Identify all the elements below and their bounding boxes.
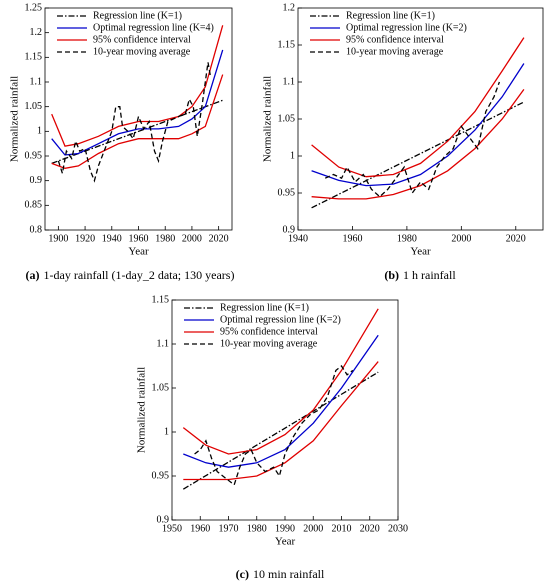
y-tick-label: 1.15 <box>152 294 170 305</box>
x-axis-label: Year <box>128 246 149 258</box>
caption-text: 1-day rainfall (1-day_2 data; 130 years) <box>44 268 235 282</box>
x-tick-label: 2020 <box>506 233 526 244</box>
series-line <box>311 89 525 200</box>
y-axis-label: Normalized rainfall <box>136 367 148 453</box>
legend-label: 10-year moving average <box>346 46 444 57</box>
caption: (a) 1-day rainfall (1-day_2 data; 130 yea… <box>26 268 235 282</box>
y-tick-label: 1 <box>164 426 169 437</box>
x-tick-label: 1990 <box>275 523 295 534</box>
x-tick-label: 1980 <box>397 233 417 244</box>
legend-label: Optimal regression line (K=4) <box>93 22 214 33</box>
legend-label: 95% confidence interval <box>93 34 191 45</box>
x-tick-label: 2020 <box>360 523 380 534</box>
caption-text: 10 min rainfall <box>253 567 325 581</box>
y-tick-label: 1.05 <box>25 101 43 112</box>
y-tick-label: 1.05 <box>152 382 170 393</box>
y-tick-label: 1.2 <box>283 2 296 13</box>
y-tick-label: 1.1 <box>283 76 296 87</box>
legend-label: Regression line (K=1) <box>346 10 435 21</box>
x-tick-label: 1960 <box>342 233 362 244</box>
series-line <box>51 25 224 147</box>
legend-label: Regression line (K=1) <box>93 10 182 21</box>
y-tick-label: 1.05 <box>278 113 296 124</box>
series-line <box>182 308 379 455</box>
y-tick-label: 0.9 <box>157 514 170 525</box>
y-tick-label: 1.1 <box>30 76 43 87</box>
y-tick-label: 0.95 <box>152 470 170 481</box>
x-tick-label: 1940 <box>288 233 308 244</box>
y-tick-label: 1.1 <box>157 338 170 349</box>
legend-label: Optimal regression line (K=2) <box>220 314 341 325</box>
caption-label: (a) <box>26 268 40 282</box>
caption-label: (c) <box>236 567 249 581</box>
y-tick-label: 1.15 <box>25 52 43 63</box>
caption-text: 1 h rainfall <box>403 268 456 282</box>
x-tick-label: 1920 <box>75 233 95 244</box>
y-tick-label: 1.25 <box>25 2 43 13</box>
series-line <box>51 49 224 156</box>
x-tick-label: 2010 <box>332 523 352 534</box>
y-tick-label: 1 <box>37 126 42 137</box>
y-tick-label: 0.9 <box>30 175 43 186</box>
x-tick-label: 1980 <box>155 233 175 244</box>
series-line <box>311 101 525 209</box>
y-tick-label: 0.8 <box>30 224 43 235</box>
x-tick-label: 1900 <box>48 233 68 244</box>
y-tick-label: 0.85 <box>25 200 43 211</box>
series-line <box>183 361 379 481</box>
x-tick-label: 1970 <box>219 523 239 534</box>
y-tick-label: 1.2 <box>30 27 43 38</box>
series-line <box>183 334 379 468</box>
x-axis-label: Year <box>275 536 296 548</box>
legend-label: 10-year moving average <box>93 46 191 57</box>
legend-label: 95% confidence interval <box>346 34 444 45</box>
x-tick-label: 1980 <box>247 523 267 534</box>
legend-label: 95% confidence interval <box>220 326 318 337</box>
series-line <box>311 63 525 187</box>
legend-label: Optimal regression line (K=2) <box>346 22 467 33</box>
y-tick-label: 1 <box>290 150 295 161</box>
x-tick-label: 2020 <box>209 233 229 244</box>
series-line <box>324 81 501 198</box>
series-line <box>57 62 212 183</box>
x-tick-label: 1960 <box>190 523 210 534</box>
caption: (b) 1 h rainfall <box>384 268 456 282</box>
series-line <box>194 365 354 486</box>
x-tick-label: 1940 <box>102 233 122 244</box>
y-axis-label: Normalized rainfall <box>9 76 21 162</box>
x-tick-label: 2030 <box>388 523 408 534</box>
y-tick-label: 0.9 <box>283 224 296 235</box>
caption: (c) 10 min rainfall <box>236 567 325 581</box>
x-axis-label: Year <box>410 246 431 258</box>
series-line <box>311 37 525 178</box>
y-axis-label: Normalized rainfall <box>262 76 274 162</box>
caption-label: (b) <box>384 268 399 282</box>
legend-label: Regression line (K=1) <box>220 302 309 313</box>
legend-label: 10-year moving average <box>220 338 318 349</box>
y-tick-label: 1.15 <box>278 39 296 50</box>
x-tick-label: 2000 <box>303 523 323 534</box>
x-tick-label: 1950 <box>162 523 182 534</box>
y-tick-label: 0.95 <box>278 187 296 198</box>
x-tick-label: 2000 <box>451 233 471 244</box>
y-tick-label: 0.95 <box>25 150 43 161</box>
x-tick-label: 2000 <box>182 233 202 244</box>
x-tick-label: 1960 <box>129 233 149 244</box>
